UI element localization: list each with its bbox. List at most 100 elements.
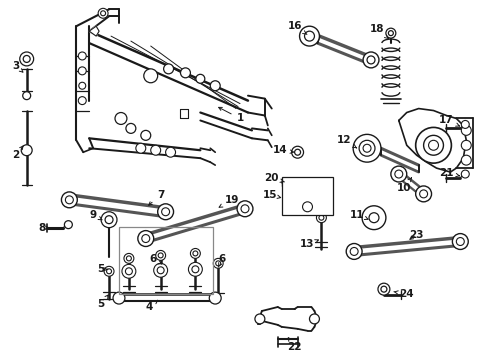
Circle shape [318, 215, 323, 220]
Circle shape [157, 267, 164, 274]
Circle shape [78, 52, 86, 60]
Circle shape [61, 192, 77, 208]
Text: 22: 22 [287, 338, 301, 352]
Circle shape [380, 286, 386, 292]
Circle shape [299, 26, 319, 46]
Circle shape [196, 74, 204, 83]
Text: 21: 21 [438, 168, 459, 178]
Circle shape [101, 11, 105, 16]
Circle shape [362, 52, 378, 68]
Circle shape [188, 262, 202, 276]
Circle shape [460, 121, 468, 129]
Circle shape [78, 67, 86, 75]
Circle shape [165, 147, 175, 157]
Text: 5: 5 [97, 295, 108, 309]
Circle shape [138, 231, 153, 247]
Polygon shape [89, 26, 99, 36]
Text: 5: 5 [97, 264, 107, 274]
Circle shape [455, 238, 463, 246]
Circle shape [361, 206, 385, 230]
Text: 1: 1 [218, 107, 243, 123]
Circle shape [385, 28, 395, 38]
Text: 18: 18 [369, 24, 387, 39]
Circle shape [460, 170, 468, 178]
Circle shape [115, 113, 127, 125]
Circle shape [415, 186, 431, 202]
Circle shape [304, 31, 314, 41]
Polygon shape [398, 109, 466, 172]
Circle shape [98, 8, 108, 18]
Circle shape [123, 253, 134, 264]
Circle shape [180, 68, 190, 78]
Text: 8: 8 [38, 222, 48, 233]
Text: 2: 2 [12, 146, 23, 160]
Circle shape [241, 205, 248, 213]
Circle shape [298, 178, 306, 186]
Circle shape [362, 144, 370, 152]
Circle shape [302, 202, 312, 212]
Circle shape [191, 266, 199, 273]
Circle shape [106, 269, 111, 274]
Text: 12: 12 [336, 135, 356, 148]
Text: 13: 13 [300, 239, 318, 249]
Text: 9: 9 [89, 210, 102, 220]
Bar [119, 227, 213, 294]
Circle shape [387, 31, 392, 36]
Circle shape [423, 135, 443, 155]
Text: 6: 6 [149, 255, 162, 264]
Circle shape [104, 266, 114, 276]
Circle shape [215, 261, 220, 266]
Circle shape [105, 216, 113, 224]
Circle shape [65, 196, 73, 204]
Circle shape [143, 69, 157, 83]
Circle shape [136, 143, 145, 153]
Text: 24: 24 [393, 289, 413, 299]
Circle shape [451, 234, 468, 249]
Circle shape [210, 81, 220, 91]
Circle shape [150, 145, 161, 155]
Circle shape [394, 170, 402, 178]
Text: 6: 6 [218, 255, 225, 267]
Text: 3: 3 [12, 61, 23, 72]
Text: 10: 10 [396, 178, 411, 193]
Circle shape [20, 52, 34, 66]
Text: 14: 14 [272, 145, 293, 155]
Circle shape [22, 92, 31, 100]
Text: 17: 17 [438, 116, 459, 126]
Circle shape [349, 247, 357, 255]
Circle shape [213, 258, 223, 268]
Circle shape [126, 256, 131, 261]
Circle shape [368, 213, 378, 223]
Circle shape [21, 145, 32, 156]
Circle shape [291, 146, 303, 158]
Circle shape [78, 96, 86, 105]
Circle shape [157, 204, 173, 220]
Circle shape [141, 130, 150, 140]
Circle shape [153, 264, 167, 277]
Circle shape [294, 149, 300, 155]
Text: 23: 23 [408, 230, 423, 239]
Circle shape [460, 155, 470, 165]
Circle shape [358, 140, 374, 156]
Circle shape [162, 208, 169, 216]
FancyBboxPatch shape [281, 177, 333, 215]
Circle shape [79, 82, 85, 89]
Circle shape [113, 292, 124, 304]
Circle shape [190, 248, 200, 258]
Circle shape [155, 251, 165, 260]
Circle shape [142, 235, 149, 243]
Circle shape [460, 140, 470, 150]
Circle shape [316, 213, 325, 223]
Circle shape [125, 268, 132, 275]
Text: 16: 16 [287, 21, 306, 35]
Circle shape [366, 56, 374, 64]
Circle shape [64, 221, 72, 229]
Circle shape [419, 190, 427, 198]
Circle shape [377, 283, 389, 295]
Text: 15: 15 [262, 190, 280, 200]
Circle shape [101, 212, 117, 228]
Circle shape [163, 64, 173, 74]
Circle shape [126, 123, 136, 133]
Circle shape [415, 127, 450, 163]
Circle shape [122, 264, 136, 278]
